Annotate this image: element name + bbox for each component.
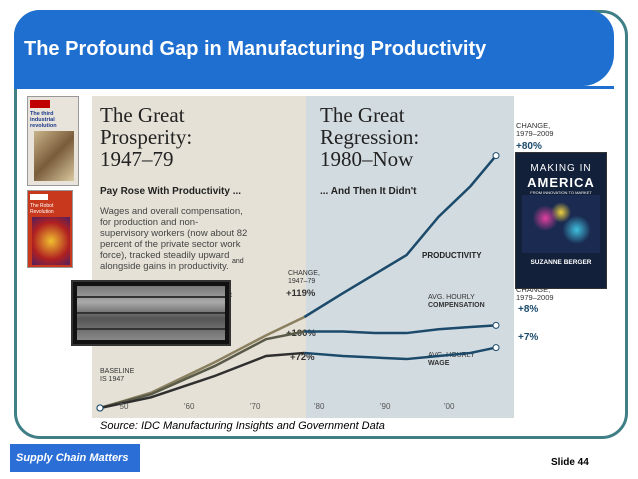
series-point (492, 152, 500, 160)
pct-100: +100% (286, 328, 316, 339)
title-bar: The Profound Gap in Manufacturing Produc… (14, 10, 614, 86)
pct-72: +72% (290, 352, 315, 363)
book-cover-art (522, 195, 600, 253)
economist-masthead (30, 100, 50, 108)
making-in-america-book-cover: MAKING IN AMERICA FROM INNOVATION TO MAR… (515, 152, 607, 289)
productivity-infographic: The Great Prosperity: 1947–79 The Great … (92, 96, 514, 418)
book-title-line1: MAKING IN (530, 163, 592, 174)
baseline-label: BASELINE IS 1947 (100, 368, 135, 383)
x-tick: '70 (250, 402, 261, 411)
x-tick: '50 (118, 402, 129, 411)
factory-beam (77, 296, 225, 298)
cover2-art (32, 217, 70, 265)
book-author: SUZANNE BERGER (530, 259, 592, 266)
book-subtitle: FROM INNOVATION TO MARKET (530, 190, 592, 195)
series-point (492, 344, 500, 352)
series-line-post-1980 (304, 324, 497, 335)
partial-and-label: and (232, 258, 244, 265)
change-1979-bottom-label: CHANGE, 1979–2009 (516, 285, 554, 302)
factory-photo (71, 280, 231, 346)
x-tick: '00 (444, 402, 455, 411)
slide-number: Slide 44 (551, 457, 589, 468)
pct-7: +7% (518, 332, 539, 343)
title-rule (14, 86, 614, 89)
productivity-label: PRODUCTIVITY (422, 251, 482, 260)
pct-80: +80% (516, 141, 542, 152)
series-point (492, 321, 500, 329)
series-line-pre-1980 (99, 330, 305, 410)
compensation-label: AVG. HOURLY COMPENSATION (428, 294, 485, 309)
chart-lines (96, 152, 500, 412)
cover1-art (34, 131, 74, 181)
series-line-pre-1980 (99, 351, 305, 410)
regression-subheading: ... And Then It Didn't (320, 186, 417, 197)
book-title-line2: AMERICA (527, 175, 595, 190)
source-caption: Source: IDC Manufacturing Insights and G… (100, 420, 385, 432)
slide-title: The Profound Gap in Manufacturing Produc… (24, 38, 487, 60)
prosperity-panel (92, 96, 306, 418)
economist-cover-third-industrial-revolution: The third industrial revolution (27, 96, 79, 186)
prosperity-paragraph: Wages and overall compensation, for prod… (100, 206, 248, 272)
factory-beam (77, 312, 225, 314)
cover2-masthead (30, 194, 48, 200)
series-line-post-1980 (304, 346, 497, 361)
regression-title: The Great Regression: 1980–Now (320, 103, 420, 171)
change-1979-top-label: CHANGE, 1979–2009 (516, 121, 554, 138)
robot-revolution-cover: The Robot Revolution (27, 190, 73, 268)
regression-panel (306, 96, 514, 418)
x-tick: '90 (380, 402, 391, 411)
x-tick: '60 (184, 402, 195, 411)
cover1-title: The third industrial revolution (30, 111, 57, 129)
cover2-title: The Robot Revolution (30, 203, 54, 215)
factory-beam (77, 328, 225, 330)
change-1947-label: CHANGE, 1947–79 (288, 270, 320, 285)
x-tick: '80 (314, 402, 325, 411)
supply-chain-matters-logo: Supply Chain Matters (10, 444, 140, 472)
prosperity-title: The Great Prosperity: 1947–79 (100, 103, 193, 171)
prosperity-subheading: Pay Rose With Productivity ... (100, 186, 242, 197)
series-line-post-1980 (303, 154, 497, 319)
series-point (96, 404, 104, 412)
pct-119: +119% (286, 288, 316, 299)
pct-8: +8% (518, 304, 539, 315)
